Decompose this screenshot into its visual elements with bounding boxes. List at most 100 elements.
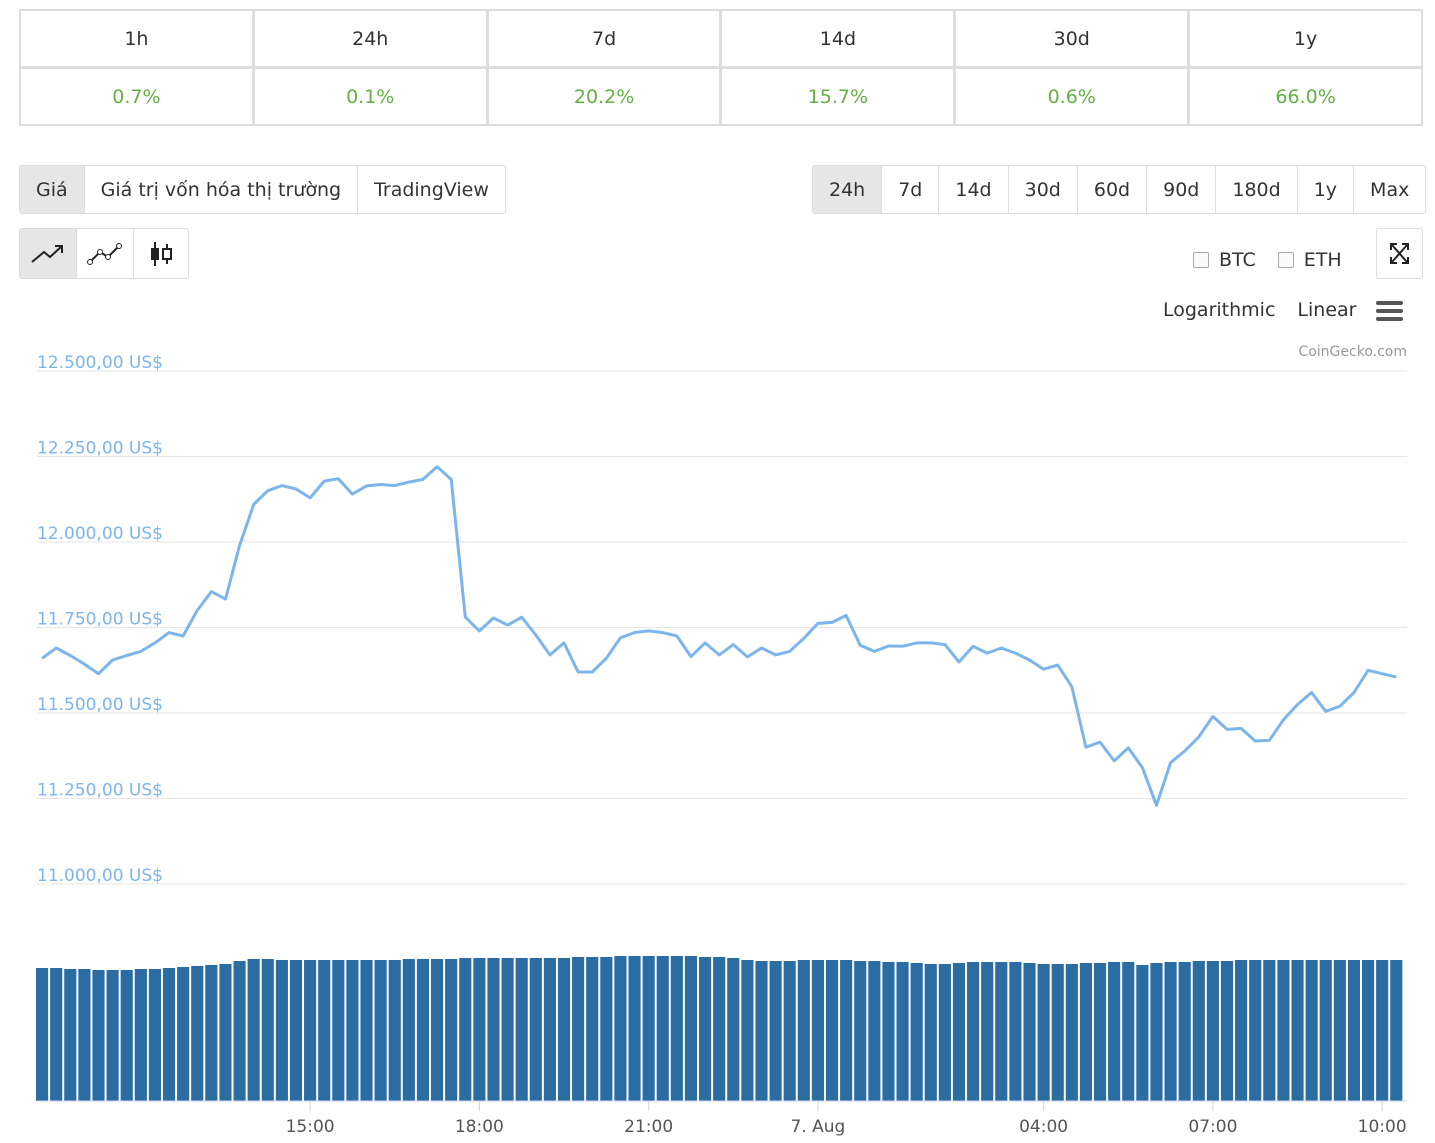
- x-tick-label: 15:00: [286, 1117, 335, 1137]
- volume-bar: [896, 962, 909, 1101]
- volume-bar: [106, 970, 119, 1101]
- checkbox[interactable]: [1193, 252, 1209, 268]
- volume-bar: [825, 960, 839, 1101]
- chart-tab[interactable]: Giá: [20, 166, 85, 213]
- volume-bar: [981, 962, 994, 1101]
- checkbox[interactable]: [1277, 252, 1294, 268]
- volume-bar: [1333, 960, 1346, 1101]
- point-style-button[interactable]: [77, 229, 134, 278]
- volume-bar: [430, 959, 444, 1101]
- period-change: 0.1%: [254, 69, 486, 124]
- volume-bar: [332, 960, 345, 1101]
- volume-bar: [459, 958, 472, 1101]
- volume-bar: [924, 964, 937, 1101]
- period-header: 24h: [254, 11, 486, 66]
- compare-option[interactable]: BTC: [1193, 249, 1256, 271]
- volume-bar: [1093, 963, 1107, 1101]
- volume-bar: [177, 967, 190, 1101]
- volume-bar: [910, 963, 923, 1101]
- volume-bar: [219, 964, 232, 1101]
- volume-bar: [261, 959, 274, 1101]
- x-tick-label: 10:00: [1358, 1117, 1407, 1137]
- volume-bar: [1347, 960, 1361, 1101]
- y-tick-label: 11.500,00 US$: [37, 695, 163, 715]
- volume-bar: [1249, 960, 1262, 1101]
- volume-bar: [1079, 963, 1093, 1101]
- range-button[interactable]: 30d: [1009, 166, 1078, 213]
- period-change: 20.2%: [488, 69, 720, 124]
- volume-bar: [78, 969, 91, 1101]
- volume-bar: [346, 960, 359, 1101]
- volume-bar: [670, 956, 683, 1101]
- menu-icon[interactable]: [1376, 300, 1404, 322]
- volume-bar: [557, 958, 571, 1101]
- volume-bar: [797, 960, 810, 1101]
- range-button[interactable]: 90d: [1147, 166, 1217, 213]
- volume-bar: [1235, 960, 1248, 1101]
- volume-bar: [1178, 962, 1191, 1101]
- chart-tab[interactable]: TradingView: [374, 178, 489, 201]
- volume-bar: [120, 970, 133, 1101]
- y-tick-label: 12.500,00 US$: [37, 353, 163, 373]
- chart-tab[interactable]: Giá trị vốn hóa thị trường: [85, 166, 359, 213]
- compare-option[interactable]: ETH: [1277, 249, 1342, 271]
- chart-style-group: [19, 228, 189, 279]
- period-header: 7d: [488, 11, 720, 66]
- candle-style-button[interactable]: [134, 229, 188, 278]
- range-button[interactable]: 60d: [1078, 166, 1148, 213]
- volume-bar: [515, 958, 528, 1101]
- x-tick-label: 18:00: [455, 1117, 504, 1137]
- volume-bar: [783, 961, 796, 1101]
- x-tick-label: 04:00: [1019, 1117, 1068, 1137]
- range-button[interactable]: 7d: [882, 166, 940, 213]
- volume-bar: [995, 962, 1008, 1101]
- chart-tabs: Giá Giá trị vốn hóa thị trường TradingView: [19, 165, 506, 214]
- volume-bar: [304, 960, 317, 1101]
- y-tick-label: 11.250,00 US$: [37, 781, 163, 801]
- volume-bar: [699, 957, 712, 1101]
- volume-bar: [543, 958, 556, 1101]
- line-style-button[interactable]: [20, 229, 77, 278]
- volume-bar: [402, 959, 415, 1101]
- period-change: 66.0%: [1190, 69, 1421, 124]
- volume-bar: [501, 958, 514, 1101]
- volume-bar: [769, 961, 782, 1101]
- volume-bar: [1206, 961, 1219, 1101]
- y-tick-label: 11.000,00 US$: [37, 866, 163, 886]
- volume-bar: [1122, 962, 1135, 1101]
- volume-bar: [1220, 961, 1234, 1101]
- volume-bar: [882, 962, 895, 1101]
- volume-bar: [600, 957, 613, 1101]
- volume-bar: [1305, 960, 1318, 1101]
- range-button[interactable]: 24h: [813, 166, 883, 213]
- volume-bar: [487, 958, 500, 1101]
- credit: CoinGecko.com: [1298, 344, 1407, 360]
- volume-bar: [811, 960, 824, 1101]
- volume-bar: [586, 957, 599, 1101]
- volume-bar: [938, 964, 951, 1101]
- period-change: 0.6%: [956, 69, 1188, 124]
- range-button[interactable]: 180d: [1216, 166, 1298, 213]
- volume-bar: [529, 958, 542, 1101]
- volume-bar: [854, 961, 867, 1101]
- volume-bar: [318, 960, 331, 1101]
- volume-bar: [50, 968, 63, 1101]
- volume-bar: [642, 956, 655, 1101]
- volume-bar: [727, 958, 740, 1101]
- scale-option[interactable]: Linear: [1297, 299, 1357, 321]
- volume-bar: [445, 959, 458, 1101]
- range-button[interactable]: Max: [1370, 178, 1410, 201]
- period-header: 14d: [722, 11, 954, 66]
- period-change: 15.7%: [722, 69, 954, 124]
- volume-bar: [1291, 960, 1304, 1101]
- volume-bar: [1065, 964, 1078, 1101]
- compare-label: ETH: [1303, 249, 1342, 271]
- volume-bar: [374, 960, 387, 1101]
- range-button[interactable]: 14d: [939, 166, 1009, 213]
- range-button[interactable]: 1y: [1298, 166, 1355, 213]
- volume-bar: [134, 969, 147, 1101]
- scale-option[interactable]: Logarithmic: [1163, 299, 1276, 321]
- volume-bar: [1009, 962, 1022, 1101]
- performance-table: 1h 24h 7d 14d 30d 1y 0.7% 0.1% 20.2% 15.7% 0.6% 66.…: [19, 9, 1423, 126]
- fullscreen-button[interactable]: [1376, 228, 1423, 279]
